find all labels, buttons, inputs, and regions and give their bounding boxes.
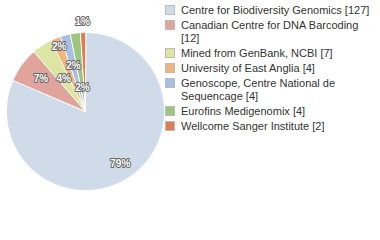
html-text:Mined from GenBank, NCBI [7]: Mined from GenBank, NCBI [7] [181, 47, 333, 59]
html-text:Centre for Biodiversity Genomi: Centre for Biodiversity Genomics [127] [181, 4, 370, 16]
svg-text:7%: 7% [34, 73, 49, 84]
html-text:University of East Anglia [4]: University of East Anglia [4] [181, 62, 315, 74]
svg-text:1%: 1% [75, 16, 90, 27]
html-text:Canadian Centre for DNA Barcod: Canadian Centre for DNA Barcoding [12] [181, 19, 359, 44]
svg-text:2%: 2% [52, 41, 67, 52]
svg-text:79%: 79% [110, 158, 130, 169]
html-text:Wellcome Sanger Institute [2]: Wellcome Sanger Institute [2] [181, 120, 325, 132]
svg-text:4%: 4% [57, 73, 72, 84]
html-text:Genoscope, Centre National de: Genoscope, Centre National de Sequencage… [181, 77, 336, 102]
svg-text:2%: 2% [75, 82, 90, 93]
svg-text:2%: 2% [66, 60, 81, 71]
html-text:Eurofins Medigenomix [4]: Eurofins Medigenomix [4] [181, 105, 306, 117]
